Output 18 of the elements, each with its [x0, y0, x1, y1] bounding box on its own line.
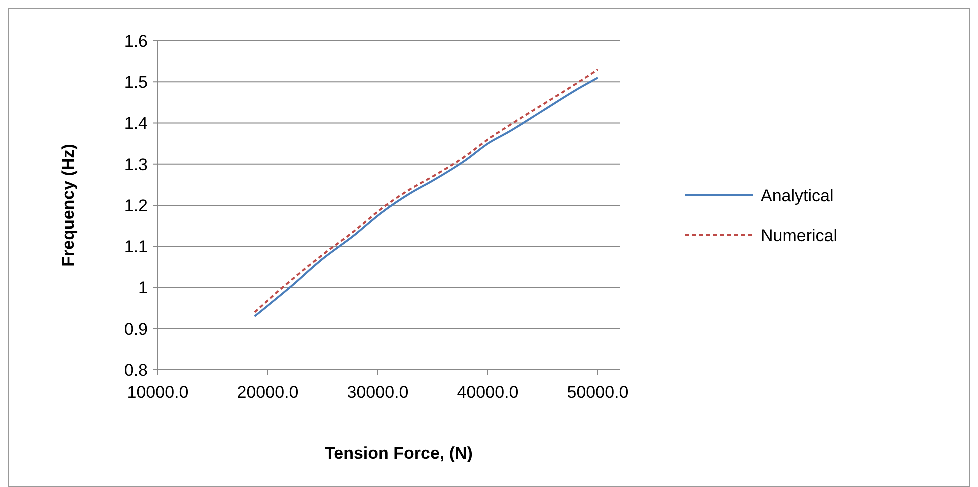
y-tick-label: 1.5	[124, 73, 148, 92]
x-axis-title: Tension Force, (N)	[325, 444, 473, 463]
y-tick-label: 1.4	[124, 114, 148, 134]
y-tick-label: 0.9	[124, 320, 148, 339]
x-tick-label: 50000.0	[567, 383, 629, 402]
y-tick-label: 0.8	[124, 360, 148, 380]
y-tick-label: 1.1	[124, 238, 148, 257]
x-tick-label: 40000.0	[457, 383, 519, 402]
y-tick-label: 1.3	[124, 155, 148, 174]
y-tick-label: 1	[138, 278, 148, 298]
y-axis-title: Frequency (Hz)	[59, 144, 78, 267]
legend-label: Analytical	[761, 186, 834, 206]
x-tick-label: 10000.0	[127, 383, 189, 402]
x-tick-label: 30000.0	[347, 383, 409, 402]
y-tick-label: 1.2	[124, 196, 148, 216]
x-tick-label: 20000.0	[237, 383, 299, 402]
legend-label: Numerical	[761, 226, 838, 246]
y-tick-label: 1.6	[124, 32, 148, 51]
